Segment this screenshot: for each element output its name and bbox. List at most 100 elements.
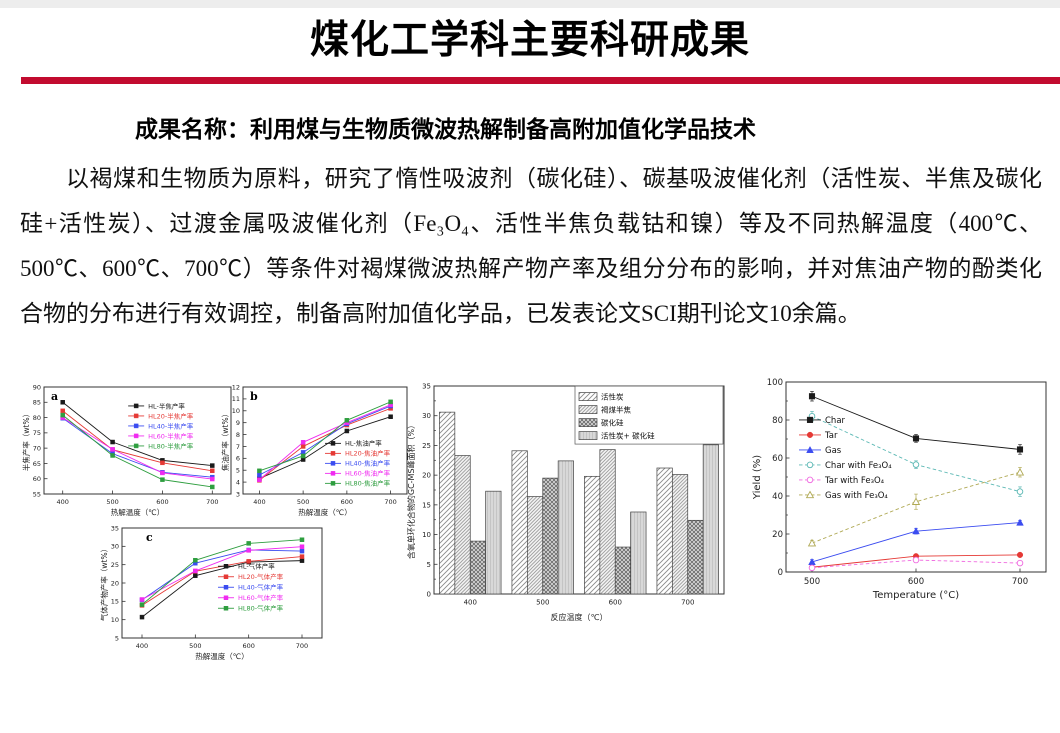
- svg-text:25: 25: [422, 442, 431, 450]
- svg-text:10: 10: [111, 616, 119, 624]
- svg-text:700: 700: [206, 498, 218, 506]
- svg-text:褐煤半焦: 褐煤半焦: [601, 404, 631, 414]
- svg-text:400: 400: [253, 498, 265, 506]
- svg-text:15: 15: [111, 598, 119, 606]
- svg-text:HL20-焦油产率: HL20-焦油产率: [345, 449, 391, 458]
- top-edge-strip: [0, 0, 1060, 8]
- svg-text:40: 40: [772, 492, 783, 502]
- svg-text:HL60-焦油产率: HL60-焦油产率: [345, 469, 391, 478]
- svg-text:HL-气体产率: HL-气体产率: [238, 562, 275, 571]
- svg-text:35: 35: [422, 383, 431, 391]
- svg-text:HL40-焦油产率: HL40-焦油产率: [345, 459, 391, 468]
- svg-text:700: 700: [296, 642, 308, 650]
- svg-text:0: 0: [427, 591, 431, 599]
- svg-text:5: 5: [236, 467, 240, 475]
- page-title: 煤化工学科主要科研成果: [309, 19, 750, 62]
- tar-yield-line-chart: 3 4 5 6 7 8 9 10 11 12 400 500 600 700 热解温度（℃） 焦油产率（wt%…: [220, 383, 408, 517]
- svg-text:9: 9: [236, 419, 240, 427]
- svg-text:热解温度（℃）: 热解温度（℃）: [195, 651, 248, 661]
- svg-text:0: 0: [778, 568, 783, 578]
- svg-text:5: 5: [115, 634, 119, 642]
- svg-text:半焦产率（wt%）: 半焦产率（wt%）: [21, 410, 31, 471]
- svg-text:11: 11: [232, 395, 240, 403]
- svg-text:Char with Fe₃O₄: Char with Fe₃O₄: [825, 461, 892, 471]
- svg-text:400: 400: [136, 642, 148, 650]
- svg-text:10: 10: [422, 531, 431, 539]
- title-divider-line: [21, 77, 1060, 84]
- svg-text:活性炭: 活性炭: [601, 391, 624, 401]
- svg-text:60: 60: [33, 475, 41, 483]
- svg-text:HL-焦油产率: HL-焦油产率: [345, 439, 382, 448]
- svg-text:400: 400: [56, 498, 68, 506]
- svg-text:3: 3: [236, 490, 240, 498]
- svg-text:80: 80: [33, 414, 41, 422]
- svg-text:600: 600: [156, 498, 168, 506]
- svg-text:500: 500: [189, 642, 201, 650]
- svg-text:600: 600: [341, 498, 353, 506]
- semicoke-yield-line-chart: 55 60 65 70 75 80 85 90 400 500 600 700 热解温度（℃） 半焦产率（…: [21, 383, 232, 517]
- svg-text:80: 80: [772, 416, 783, 426]
- svg-text:75: 75: [33, 429, 41, 437]
- svg-text:15: 15: [422, 501, 431, 509]
- svg-text:HL60-半焦产率: HL60-半焦产率: [148, 431, 194, 440]
- svg-text:HL80-焦油产率: HL80-焦油产率: [345, 479, 391, 488]
- svg-text:气体产物产率（wt%）: 气体产物产率（wt%）: [99, 545, 109, 621]
- gcms-peak-area-bar-chart: 0 5 10 15 20 25 30 35 400 500 600 700 反应温度（℃） 含氧单环化合物…: [406, 383, 725, 622]
- svg-text:活性炭+ 碳化硅: 活性炭+ 碳化硅: [601, 430, 655, 440]
- svg-text:500: 500: [297, 498, 309, 506]
- svg-text:600: 600: [908, 577, 924, 587]
- svg-text:12: 12: [232, 383, 240, 391]
- svg-text:Gas with Fe₃O₄: Gas with Fe₃O₄: [825, 491, 888, 501]
- svg-text:60: 60: [772, 454, 783, 464]
- svg-text:Tar with Fe₃O₄: Tar with Fe₃O₄: [824, 476, 885, 486]
- svg-text:热解温度（℃）: 热解温度（℃）: [111, 507, 164, 517]
- svg-text:85: 85: [33, 399, 41, 407]
- svg-text:a: a: [51, 390, 58, 403]
- svg-text:35: 35: [111, 524, 119, 532]
- svg-text:Gas: Gas: [825, 446, 842, 456]
- gas-yield-line-chart: 5 10 15 20 25 30 35 400 500 600 700 热解温度（℃） 气体产物产率（w…: [99, 524, 323, 661]
- svg-text:400: 400: [464, 599, 477, 607]
- svg-text:Char: Char: [825, 416, 846, 426]
- svg-text:反应温度（℃）: 反应温度（℃）: [551, 612, 608, 622]
- svg-text:8: 8: [236, 431, 240, 439]
- svg-text:HL40-半焦产率: HL40-半焦产率: [148, 421, 194, 430]
- svg-text:100: 100: [767, 378, 783, 388]
- svg-text:500: 500: [536, 599, 549, 607]
- svg-text:30: 30: [111, 543, 119, 551]
- svg-text:600: 600: [609, 599, 622, 607]
- svg-text:700: 700: [1012, 577, 1028, 587]
- achievement-title: 成果名称：利用煤与生物质微波热解制备高附加值化学品技术: [135, 116, 756, 142]
- svg-text:HL40-气体产率: HL40-气体产率: [238, 583, 284, 592]
- svg-text:30: 30: [422, 412, 431, 420]
- svg-text:HL20-半焦产率: HL20-半焦产率: [148, 411, 194, 420]
- svg-text:c: c: [146, 531, 153, 544]
- svg-text:7: 7: [236, 443, 240, 451]
- svg-text:20: 20: [422, 472, 431, 480]
- svg-text:70: 70: [33, 444, 41, 452]
- svg-text:Temperature (°C): Temperature (°C): [872, 590, 959, 601]
- svg-text:4: 4: [236, 478, 240, 486]
- svg-text:b: b: [250, 390, 258, 403]
- svg-text:20: 20: [111, 579, 119, 587]
- svg-text:25: 25: [111, 561, 119, 569]
- svg-text:600: 600: [242, 642, 254, 650]
- description-paragraph: 以褐煤和生物质为原料，研究了惰性吸波剂（碳化硅）、碳基吸波催化剂（活性炭、半焦及…: [20, 166, 1042, 326]
- svg-text:HL80-半焦产率: HL80-半焦产率: [148, 441, 194, 450]
- svg-text:热解温度（℃）: 热解温度（℃）: [298, 507, 351, 517]
- svg-text:500: 500: [804, 577, 820, 587]
- svg-text:55: 55: [33, 490, 41, 498]
- svg-text:90: 90: [33, 383, 41, 391]
- svg-text:HL-半焦产率: HL-半焦产率: [148, 401, 185, 410]
- svg-text:6: 6: [236, 455, 240, 463]
- yield-comparison-line-chart: 0 20 40 60 80 100 500 600 700 Temperature (°C) Yie…: [752, 378, 1047, 601]
- svg-text:500: 500: [106, 498, 118, 506]
- svg-text:5: 5: [427, 561, 431, 569]
- svg-text:HL20-气体产率: HL20-气体产率: [238, 572, 284, 581]
- svg-text:含氧单环化合物的GC-MS峰面积（%）: 含氧单环化合物的GC-MS峰面积（%）: [406, 421, 416, 559]
- svg-text:Yield (%): Yield (%): [752, 455, 763, 500]
- svg-text:10: 10: [232, 407, 240, 415]
- svg-text:Tar: Tar: [824, 431, 838, 441]
- svg-text:HL60-气体产率: HL60-气体产率: [238, 593, 284, 602]
